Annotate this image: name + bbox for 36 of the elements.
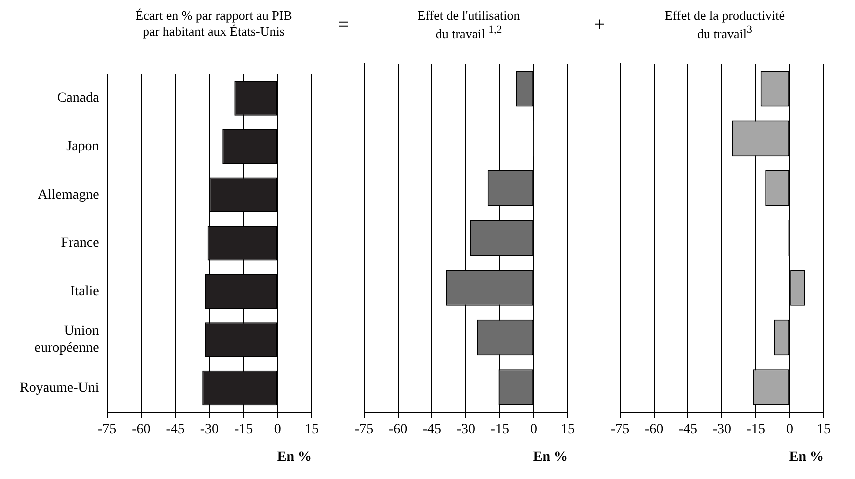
x-tick-label: -60 <box>644 422 664 438</box>
y-tick-label: Italie <box>70 284 100 300</box>
x-tick-label: -30 <box>456 422 476 438</box>
chart-title: Effet de l'utilisation du travail $^{1,2}$ <box>416 8 522 42</box>
text: + <box>594 14 606 37</box>
y-tick-label: Japon <box>66 140 100 154</box>
y-tick-label: Canada <box>57 91 100 106</box>
chart-title: Écart en % par rapport au PIB par habitant aux États-Unis <box>134 8 294 40</box>
y-tick-label: France <box>61 236 100 252</box>
x-axis-title: En % <box>533 450 568 466</box>
x-tick-label: -45 <box>678 422 698 438</box>
x-tick-label: -15 <box>234 422 254 438</box>
x-tick-label: -15 <box>490 422 510 438</box>
x-tick-label: -30 <box>200 422 219 438</box>
text: = <box>338 14 350 37</box>
x-tick-label: -45 <box>422 422 442 438</box>
x-tick-label: -45 <box>166 422 185 438</box>
x-tick-label: 15 <box>817 422 831 438</box>
y-tick-label: Royaume-Uni <box>20 380 100 396</box>
y-tick-label: Union européenne <box>34 324 100 356</box>
x-tick-label: -60 <box>132 422 151 438</box>
x-tick-label: -75 <box>610 422 630 438</box>
chart-title: Effet de la productivité du travail$^{3}$ <box>664 8 786 42</box>
y-tick-label: Allemagne <box>38 188 100 203</box>
x-tick-label: -60 <box>388 422 408 438</box>
x-tick-label: 0 <box>274 422 282 438</box>
x-axis-title: En % <box>277 450 312 466</box>
x-tick-label: 15 <box>561 422 575 438</box>
x-tick-label: -30 <box>712 422 732 438</box>
x-tick-label: -75 <box>354 422 374 438</box>
x-tick-label: -75 <box>98 422 117 438</box>
x-tick-label: -15 <box>746 422 766 438</box>
x-axis-title: En % <box>789 450 824 466</box>
x-tick-label: 0 <box>786 422 794 438</box>
x-tick-label: 0 <box>530 422 538 438</box>
x-tick-label: 15 <box>305 422 319 438</box>
